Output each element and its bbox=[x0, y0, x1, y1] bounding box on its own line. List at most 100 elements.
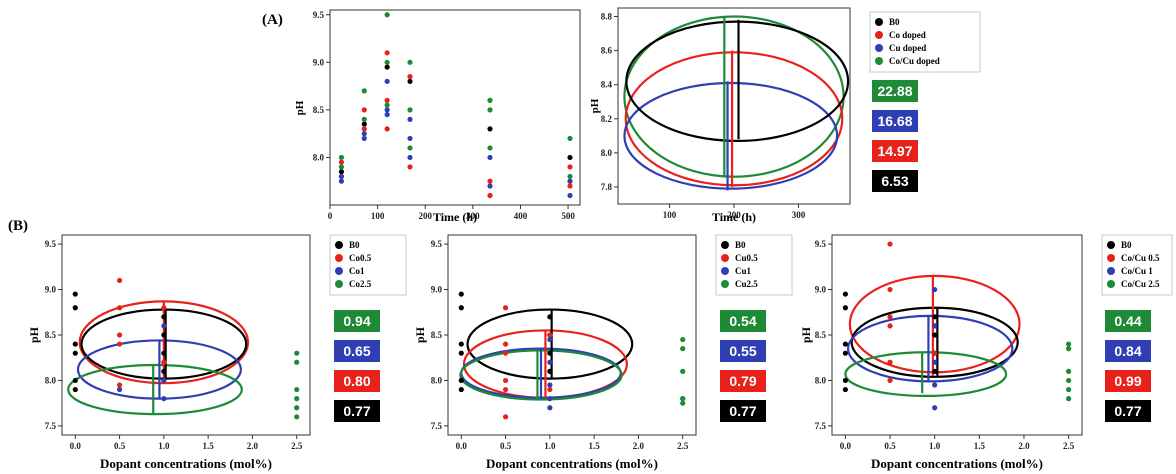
x-tick-label: 400 bbox=[514, 211, 528, 221]
data-point bbox=[1066, 386, 1072, 393]
legend-marker bbox=[335, 280, 343, 288]
legend-marker bbox=[335, 267, 343, 275]
x-tick-label: 0 bbox=[328, 211, 333, 221]
value-badge-bg bbox=[1105, 400, 1151, 422]
legend: B0 Co0.5 Co1 Co2.5 bbox=[329, 234, 407, 296]
x-tick-label: 0.5 bbox=[114, 441, 126, 451]
data-point bbox=[547, 405, 553, 411]
legend-marker bbox=[721, 267, 729, 275]
value-badge: 0.77 bbox=[1105, 400, 1151, 422]
x-tick-label: 2.5 bbox=[291, 441, 303, 451]
data-point bbox=[487, 107, 493, 113]
value-badge-text: 0.80 bbox=[343, 373, 370, 389]
y-tick-label: 8.0 bbox=[431, 375, 443, 385]
value-badge-text: 14.97 bbox=[877, 143, 912, 159]
value-badge: 0.94 bbox=[334, 310, 380, 332]
data-point bbox=[161, 314, 167, 320]
data-point bbox=[567, 173, 573, 180]
value-badge-bg bbox=[720, 310, 766, 332]
data-point bbox=[842, 305, 848, 311]
x-tick-label: 0.0 bbox=[840, 441, 852, 451]
value-badge-bg bbox=[334, 370, 380, 392]
data-point bbox=[1066, 377, 1072, 384]
value-badge-text: 0.55 bbox=[729, 343, 756, 359]
x-tick-label: 200 bbox=[727, 210, 741, 220]
y-axis-title: pH bbox=[294, 100, 306, 115]
y-tick-label: 9.0 bbox=[313, 57, 325, 67]
y-tick-label: 8.5 bbox=[45, 330, 57, 340]
data-point bbox=[294, 405, 300, 411]
y-axis-title: pH bbox=[413, 326, 427, 343]
y-tick-label: 8.2 bbox=[601, 114, 613, 124]
y-tick-label: 8.5 bbox=[431, 330, 443, 340]
data-point bbox=[338, 159, 345, 165]
chart-a1: 0 100 200 300 400 500 8.0 8.5 9.0 9.5 Time (h) pH bbox=[294, 9, 581, 224]
value-badge: 6.53 bbox=[872, 170, 918, 192]
y-tick-label: 8.0 bbox=[313, 152, 325, 162]
value-badge: 0.99 bbox=[1105, 370, 1151, 392]
data-point bbox=[567, 192, 573, 199]
legend-label: B0 bbox=[349, 240, 360, 250]
data-point bbox=[567, 178, 573, 184]
data-point bbox=[487, 145, 493, 151]
x-axis-title: Time (h) bbox=[433, 210, 477, 224]
legend: B0 Co/Cu 0.5 Co/Cu 1 Co/Cu 2.5 bbox=[1101, 234, 1173, 296]
legend-marker bbox=[1107, 254, 1115, 262]
data-point bbox=[72, 350, 78, 356]
x-tick-label: 2.0 bbox=[247, 441, 259, 451]
value-badge: 0.54 bbox=[720, 310, 766, 332]
legend-marker bbox=[1107, 280, 1115, 288]
data-point bbox=[161, 350, 167, 356]
value-badge-text: 0.54 bbox=[729, 313, 756, 329]
plot-frame bbox=[329, 9, 581, 206]
data-point bbox=[842, 377, 848, 384]
value-badge: 0.79 bbox=[720, 370, 766, 392]
data-point bbox=[567, 135, 573, 142]
data-point bbox=[932, 332, 938, 338]
data-point bbox=[361, 116, 367, 122]
data-point bbox=[116, 305, 123, 311]
data-point bbox=[161, 323, 167, 329]
legend-label: B0 bbox=[1121, 240, 1132, 250]
panel-label-a: (A) bbox=[262, 12, 283, 28]
value-badge-text: 0.77 bbox=[1114, 403, 1141, 419]
legend-marker bbox=[875, 31, 883, 39]
y-axis-title: pH bbox=[27, 326, 41, 343]
legend-label: B0 bbox=[889, 17, 900, 27]
data-point bbox=[458, 305, 464, 311]
data-point bbox=[487, 178, 493, 184]
legend-label: Co0.5 bbox=[349, 253, 372, 263]
data-point bbox=[294, 350, 300, 356]
data-point bbox=[116, 277, 123, 284]
value-badge-bg bbox=[872, 110, 918, 132]
data-point bbox=[502, 377, 509, 384]
legend-marker bbox=[875, 57, 883, 65]
data-point bbox=[547, 368, 553, 374]
x-tick-label: 0.5 bbox=[500, 441, 512, 451]
plot-frame bbox=[61, 234, 311, 436]
confidence-ellipse bbox=[466, 308, 634, 380]
data-point bbox=[680, 368, 686, 374]
data-point bbox=[932, 359, 938, 365]
data-point bbox=[161, 359, 167, 365]
x-tick-label: 500 bbox=[561, 211, 575, 221]
data-point bbox=[932, 323, 938, 329]
panel-label-b: (B) bbox=[8, 218, 28, 234]
value-badge: 0.84 bbox=[1105, 340, 1151, 362]
data-point bbox=[338, 169, 345, 175]
data-point bbox=[887, 241, 893, 247]
data-point bbox=[887, 323, 893, 329]
value-badge: 0.77 bbox=[334, 400, 380, 422]
data-point bbox=[384, 50, 390, 56]
legend-label: B0 bbox=[735, 240, 746, 250]
value-badge-text: 6.53 bbox=[881, 173, 908, 189]
data-point bbox=[547, 336, 553, 343]
legend-marker bbox=[875, 18, 883, 26]
data-point bbox=[294, 396, 300, 402]
data-point bbox=[487, 192, 493, 199]
data-point bbox=[547, 350, 553, 356]
data-point bbox=[407, 154, 413, 161]
value-badge-bg bbox=[872, 170, 918, 192]
data-point bbox=[932, 405, 938, 411]
data-point bbox=[338, 178, 345, 184]
